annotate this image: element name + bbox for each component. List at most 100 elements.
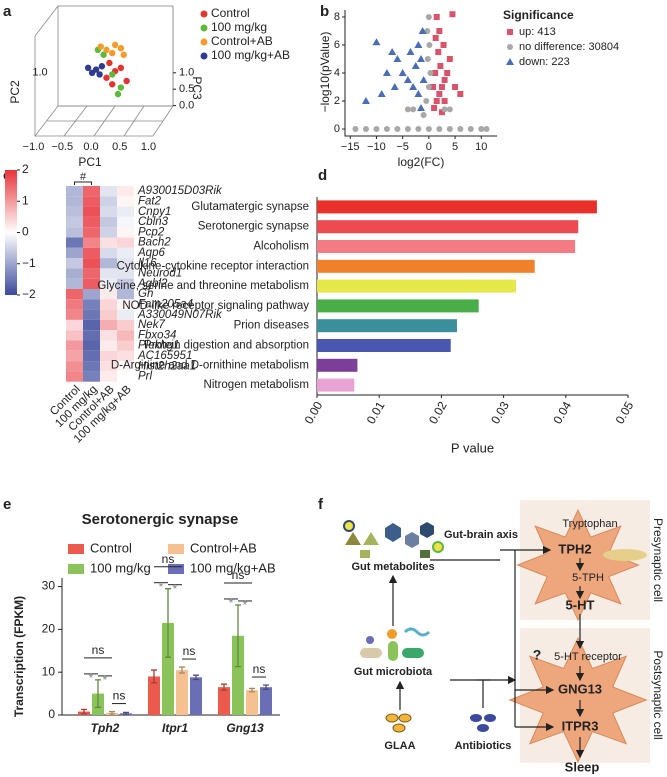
cell — [83, 186, 100, 197]
significance-label: ns — [253, 662, 266, 676]
cell — [83, 350, 100, 362]
point — [403, 76, 412, 83]
bar — [260, 687, 272, 715]
y-tick-label: 30 — [42, 579, 56, 593]
point — [436, 126, 443, 132]
cell — [66, 268, 83, 279]
x-tick-label: 5 — [452, 141, 458, 153]
point — [404, 126, 411, 132]
point — [446, 56, 453, 62]
tph2: TPH2 — [558, 541, 591, 556]
cell — [83, 309, 100, 320]
cell — [66, 309, 83, 320]
bar — [317, 240, 576, 253]
cell — [83, 268, 100, 279]
bar — [190, 677, 202, 715]
colorbar-tick-label: −2 — [22, 287, 36, 301]
error-bar — [263, 684, 269, 690]
x-tick-label: 0.04 — [550, 399, 574, 427]
point — [417, 55, 425, 62]
axon — [603, 549, 647, 561]
row-label: Nek7 — [138, 319, 165, 331]
point — [417, 104, 425, 111]
legend-label: Control+AB — [190, 540, 257, 555]
legend-title: Significance — [503, 8, 574, 22]
error-bar — [193, 674, 199, 681]
colorbar-tick-label: 2 — [22, 162, 29, 176]
significance-label: ns — [232, 568, 245, 582]
pca-frame — [34, 5, 174, 137]
y-tick-label: 4 — [334, 67, 340, 79]
point — [117, 45, 125, 52]
row-label: Il16 — [138, 257, 157, 269]
cell — [117, 319, 134, 331]
bar — [317, 200, 597, 214]
x-tick-label: 0.03 — [488, 399, 512, 427]
x-tick-label: −5 — [396, 141, 409, 153]
cell — [117, 237, 134, 248]
point — [441, 106, 448, 113]
cell — [117, 299, 134, 310]
x-tick-label: 0 — [426, 141, 432, 153]
x-tick-label: Itpr1 — [162, 721, 188, 735]
cell — [66, 258, 83, 269]
point — [425, 84, 432, 90]
legend-marker — [200, 10, 208, 18]
five-ht: 5-HT — [566, 597, 595, 612]
cell — [83, 258, 100, 269]
point — [84, 64, 92, 72]
cell — [117, 196, 134, 207]
y-tick-label: 0 — [48, 707, 55, 721]
cell — [83, 206, 100, 217]
significance-label: * — [229, 596, 234, 610]
cell — [66, 299, 83, 310]
cell — [83, 371, 100, 382]
z-label: PC2 — [8, 80, 22, 104]
significance-label: ns — [113, 689, 126, 703]
point — [388, 48, 397, 55]
category-label: Protein digestion and absorption — [144, 340, 309, 352]
cell — [66, 330, 83, 341]
bar — [148, 676, 160, 715]
postsynaptic-label: Postsynaptic cell — [651, 650, 665, 739]
point — [427, 70, 434, 76]
point — [404, 106, 411, 113]
bar — [246, 690, 258, 715]
itpr3: ITPR3 — [562, 718, 599, 733]
category-label: Glutamatergic synapse — [191, 201, 309, 213]
error-bar — [95, 679, 101, 708]
category-label: Glycine, serine and threonine metabolism — [97, 280, 309, 292]
point — [109, 81, 116, 88]
point — [425, 14, 432, 20]
point — [406, 48, 415, 55]
legend-marker — [200, 38, 208, 46]
error-bar — [81, 708, 87, 715]
legend-label: 100 mg/kg+AB — [190, 560, 276, 575]
cell — [100, 268, 117, 279]
y-tick-label: 1.0 — [179, 67, 194, 79]
cell — [83, 216, 100, 228]
cell — [100, 258, 117, 269]
bar — [317, 299, 479, 313]
cell — [100, 227, 117, 238]
point — [111, 41, 119, 49]
point — [410, 106, 417, 113]
x-label: log2(FC) — [398, 155, 445, 169]
point — [444, 70, 451, 76]
point — [394, 126, 401, 132]
glaa: GLAA — [384, 740, 415, 752]
point — [96, 71, 103, 78]
cell — [66, 216, 83, 228]
point — [103, 74, 110, 81]
significance-label: ns — [183, 644, 196, 658]
cell — [117, 278, 134, 289]
point — [414, 90, 423, 97]
x-tick-label: −15 — [341, 141, 360, 153]
five-tph: 5-TPH — [572, 572, 604, 584]
significance-label: * — [173, 582, 178, 596]
row-label: Fat2 — [138, 195, 162, 207]
point — [106, 59, 113, 67]
cell — [100, 350, 117, 362]
bar — [317, 358, 358, 372]
point — [390, 83, 399, 90]
